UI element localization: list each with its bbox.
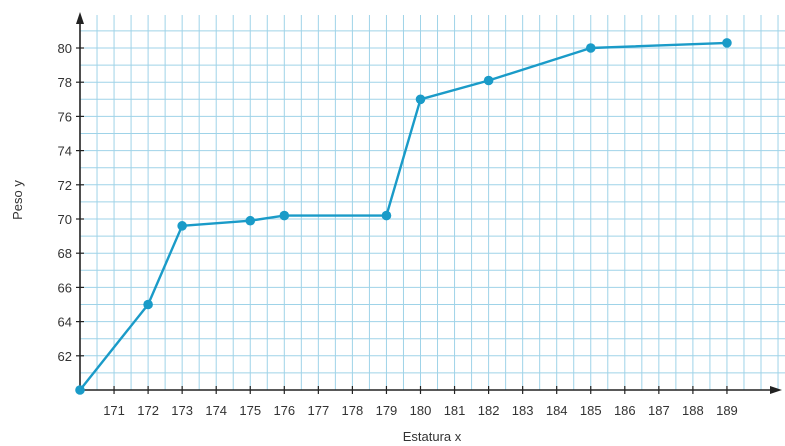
data-point xyxy=(279,210,290,221)
x-axis-title: Estatura x xyxy=(403,429,462,444)
y-tick-label: 74 xyxy=(58,144,72,159)
x-tick-label: 184 xyxy=(546,403,568,418)
y-axis-arrow xyxy=(76,12,84,24)
data-point xyxy=(177,221,187,231)
x-tick-label: 188 xyxy=(682,403,704,418)
series xyxy=(75,38,732,395)
y-axis-title: Peso y xyxy=(10,180,25,220)
x-tick-label: 175 xyxy=(239,403,261,418)
y-tick-label: 78 xyxy=(58,75,72,90)
x-tick-label: 173 xyxy=(171,403,193,418)
data-point xyxy=(143,299,153,310)
x-tick-label: 189 xyxy=(716,403,738,418)
x-axis-arrow xyxy=(770,386,782,394)
y-tick-label: 76 xyxy=(58,109,72,124)
x-tick-label: 174 xyxy=(205,403,227,418)
y-tick-label: 64 xyxy=(58,315,72,330)
y-tick-label: 68 xyxy=(58,246,72,261)
data-point xyxy=(585,43,596,53)
x-tick-label: 187 xyxy=(648,403,670,418)
grid xyxy=(80,15,785,390)
y-tick-label: 62 xyxy=(58,349,72,364)
data-point xyxy=(483,75,494,86)
x-tick-label: 182 xyxy=(478,403,500,418)
data-point xyxy=(381,210,392,221)
data-point xyxy=(245,215,256,226)
x-tick-label: 179 xyxy=(376,403,398,418)
x-tick-label: 177 xyxy=(307,403,329,418)
x-tick-label: 181 xyxy=(444,403,466,418)
data-point xyxy=(75,385,85,395)
x-tick-label: 180 xyxy=(410,403,432,418)
x-tick-label: 176 xyxy=(273,403,295,418)
series-line xyxy=(79,41,727,391)
x-tick-label: 178 xyxy=(342,403,364,418)
data-point xyxy=(415,94,426,105)
y-tick-label: 66 xyxy=(58,280,72,295)
data-point xyxy=(722,38,732,48)
y-tick-label: 72 xyxy=(58,178,72,193)
x-tick-label: 183 xyxy=(512,403,534,418)
ticks: 171 172 173 174 175 176 177 178 179 180 181 182 183 1… xyxy=(58,41,738,418)
y-tick-label: 70 xyxy=(58,212,72,227)
x-tick-label: 186 xyxy=(614,403,636,418)
x-tick-label: 172 xyxy=(137,403,159,418)
axes xyxy=(76,12,782,394)
x-tick-label: 185 xyxy=(580,403,602,418)
y-tick-label: 80 xyxy=(58,41,72,56)
x-tick-label: 171 xyxy=(103,403,125,418)
